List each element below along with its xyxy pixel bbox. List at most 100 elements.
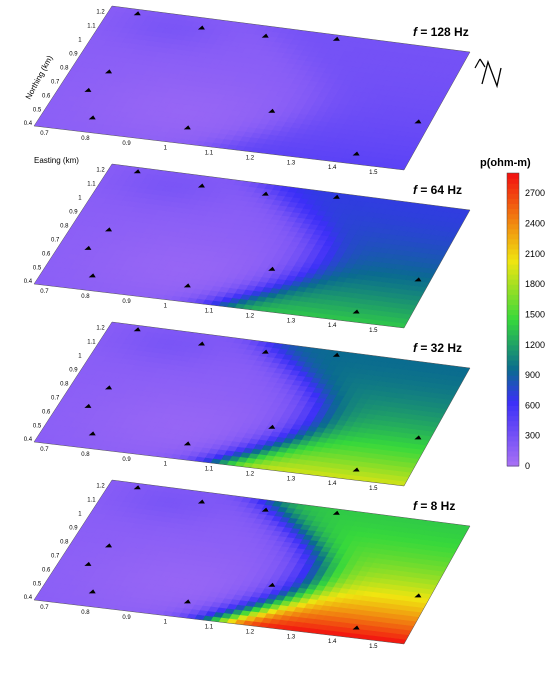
panel-1-frequency-label: f = 64 Hz (413, 183, 462, 197)
colorbar-band (507, 415, 519, 422)
x-tick-label: 0.9 (122, 299, 131, 305)
colorbar-band (507, 269, 519, 275)
x-tick-label: 1.1 (205, 151, 214, 157)
colorbar-tick-label: 0 (525, 461, 530, 471)
station-marker (261, 507, 269, 512)
colorbar-band (507, 354, 519, 361)
station-marker (183, 125, 191, 130)
station-marker (352, 467, 360, 472)
y-tick-label: 0.4 (24, 595, 33, 601)
y-tick-label: 1.1 (87, 340, 96, 346)
station-marker (105, 543, 112, 548)
x-tick-label: 1.5 (369, 486, 378, 492)
station-marker (133, 169, 141, 174)
panel-2-contour-fill (34, 322, 470, 486)
station-marker (88, 115, 96, 120)
station-marker (261, 349, 269, 354)
colorbar-tick-label: 2400 (525, 219, 545, 229)
x-tick-label: 1.4 (328, 323, 337, 329)
panel-2-frequency-label: f = 32 Hz (413, 341, 462, 355)
y-tick-label: 1 (78, 38, 82, 44)
colorbar-band (507, 309, 519, 316)
panel-3-frequency-label: f = 8 Hz (413, 499, 455, 513)
colorbar-band (507, 213, 519, 220)
colorbar-band (507, 304, 519, 310)
colorbar-band (507, 365, 519, 371)
station-marker (84, 245, 92, 250)
station-marker (268, 266, 276, 271)
colorbar-band (507, 258, 519, 265)
colorbar-band (507, 400, 519, 406)
y-tick-label: 0.4 (24, 121, 33, 127)
y-tick-label: 1.2 (96, 484, 105, 490)
north-arrow-icon (474, 58, 502, 89)
panel-1-outline (33, 163, 471, 329)
station-marker (88, 273, 96, 278)
y-tick-label: 1 (78, 512, 82, 518)
y-tick-label: 0.6 (42, 409, 51, 415)
x-tick-label: 1 (164, 620, 168, 626)
x-tick-label: 1.5 (369, 170, 378, 176)
colorbar-band (507, 274, 519, 280)
station-marker (105, 227, 112, 232)
y-tick-label: 0.9 (69, 209, 78, 215)
colorbar-band (507, 238, 519, 245)
station-marker (414, 277, 422, 282)
colorbar-band (507, 445, 519, 452)
x-tick-label: 1 (164, 462, 168, 468)
station-marker (105, 69, 112, 74)
x-tick-label: 0.8 (81, 136, 90, 142)
x-tick-label: 1.4 (328, 481, 337, 487)
x-tick-label: 1.5 (369, 644, 378, 650)
x-tick-label: 1 (164, 146, 168, 152)
y-tick-label: 1.2 (96, 326, 105, 332)
x-tick-label: 1.2 (246, 471, 255, 477)
station-marker (268, 582, 276, 587)
colorbar-band (507, 420, 519, 427)
station-marker (352, 625, 360, 630)
colorbar-band (507, 329, 519, 336)
x-tick-label: 1.3 (287, 634, 296, 640)
colorbar-band (507, 410, 519, 417)
x-tick-label: 0.8 (81, 452, 90, 458)
y-tick-label: 0.5 (33, 581, 42, 587)
station-marker (197, 341, 205, 346)
station-marker (197, 499, 205, 504)
y-tick-label: 0.9 (69, 525, 78, 531)
colorbar-band (507, 279, 519, 285)
panel-0-outline (33, 5, 471, 171)
y-tick-label: 1.2 (96, 168, 105, 174)
x-tick-label: 1.3 (287, 318, 296, 324)
colorbar-band (507, 380, 519, 386)
colorbar-ticks: 0 300 600 900 1200 1500 1800 2100 2400 2700 (525, 188, 545, 471)
x-tick-label: 0.9 (122, 457, 131, 463)
x-tick-label: 1.1 (205, 309, 214, 315)
x-tick-label: 1.2 (246, 313, 255, 319)
y-tick-label: 0.7 (51, 79, 60, 85)
y-tick-label: 0.5 (33, 265, 42, 271)
x-tick-label: 0.9 (122, 141, 131, 147)
colorbar-band (507, 218, 519, 225)
colorbar-tick-label: 300 (525, 431, 540, 441)
colorbar-tick-label: 1200 (525, 340, 545, 350)
y-tick-label: 1.1 (87, 182, 96, 188)
colorbar-band (507, 395, 519, 401)
station-marker (133, 485, 141, 490)
station-marker (261, 191, 269, 196)
colorbar-band (507, 233, 519, 240)
frequency-panels: 0.7 0.8 0.9 1 1.1 1.2 1.3 1.4 1.5 0.4 0.5 0.6 0.7 0.8… (24, 5, 471, 650)
station-marker (88, 589, 96, 594)
colorbar-tick-label: 2700 (525, 188, 545, 198)
y-tick-label: 0.7 (51, 553, 60, 559)
colorbar-band (507, 178, 519, 184)
station-marker (352, 309, 360, 314)
y-tick-label: 0.4 (24, 437, 33, 443)
station-marker (84, 561, 92, 566)
x-tick-label: 1.1 (205, 625, 214, 631)
x-tick-label: 1.2 (246, 155, 255, 161)
x-tick-label: 1.5 (369, 328, 378, 334)
colorbar-band (507, 223, 519, 230)
y-tick-label: 1 (78, 196, 82, 202)
colorbar-band (507, 188, 519, 194)
station-marker (268, 108, 276, 113)
